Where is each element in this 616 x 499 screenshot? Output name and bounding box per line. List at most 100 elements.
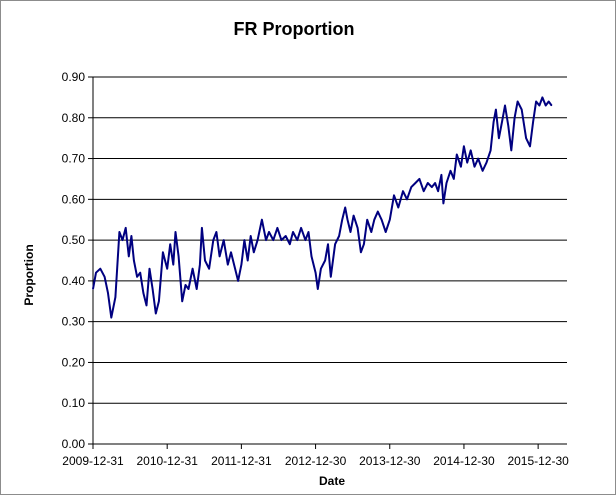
data-point (130, 235, 132, 237)
y-axis-label: Proportion (22, 244, 36, 305)
data-point (338, 235, 340, 237)
data-point (174, 231, 177, 233)
data-point (142, 292, 144, 294)
data-point (460, 166, 462, 168)
data-point (230, 251, 232, 253)
data-point (261, 219, 263, 221)
data-point (128, 255, 130, 257)
data-point (199, 264, 201, 266)
data-point (373, 219, 375, 221)
data-point (268, 231, 270, 233)
data-point (434, 182, 436, 184)
y-axis-ticks: 0.00 0.10 0.20 0.30 0.40 0.50 0.60 0.70 0.80 0.90 (62, 70, 93, 451)
data-point (280, 239, 282, 241)
data-point (414, 182, 416, 184)
data-point (107, 292, 109, 294)
data-point (445, 182, 448, 184)
data-point (184, 284, 187, 286)
y-tick-label: 0.60 (62, 192, 86, 206)
data-point (366, 219, 368, 221)
data-point (169, 243, 171, 245)
data-point (529, 145, 531, 147)
data-point (227, 264, 229, 266)
x-axis-ticks: 2009-12-31 2010-12-31 2011-12-31 2012-12-30… (62, 444, 569, 468)
data-point (406, 198, 408, 200)
data-point (477, 158, 479, 160)
data-point (121, 239, 124, 241)
data-point (410, 186, 412, 188)
data-point (307, 231, 310, 233)
data-point (155, 312, 157, 315)
data-point (393, 194, 395, 196)
data-point (292, 231, 294, 233)
data-point (201, 227, 203, 229)
data-point (99, 268, 101, 270)
y-tick-label: 0.20 (62, 355, 86, 369)
data-point (510, 149, 512, 151)
data-point (208, 268, 210, 270)
data-point (538, 104, 541, 107)
data-point (139, 272, 141, 274)
y-tick-label: 0.30 (62, 315, 86, 329)
data-point (310, 255, 313, 257)
y-tick-label: 0.00 (62, 437, 86, 451)
data-point (507, 125, 509, 127)
x-tick-label: 2015-12-30 (507, 454, 569, 468)
data-point (247, 259, 249, 262)
data-point (95, 272, 97, 274)
data-point (296, 239, 298, 241)
data-point (517, 100, 519, 103)
data-point (152, 288, 154, 290)
data-point (204, 259, 206, 262)
data-point (315, 272, 317, 274)
data-point (172, 264, 174, 266)
data-point (470, 149, 472, 151)
data-point (145, 304, 148, 306)
data-point (181, 300, 183, 302)
data-point (456, 153, 458, 156)
data-point (344, 206, 346, 209)
data-point (92, 288, 94, 290)
data-point (265, 239, 267, 241)
data-point (110, 317, 112, 319)
data-point (114, 296, 116, 298)
x-tick-label: 2013-12-30 (359, 454, 421, 468)
data-point (485, 162, 488, 164)
data-point (234, 268, 236, 270)
data-point (535, 100, 537, 103)
x-tick-label: 2014-12-30 (433, 454, 495, 468)
x-tick-label: 2011-12-31 (211, 454, 272, 468)
data-point (346, 219, 349, 221)
y-tick-label: 0.10 (62, 396, 86, 410)
data-point (551, 104, 553, 107)
data-point (431, 186, 433, 188)
data-point (212, 239, 214, 241)
data-point (385, 231, 387, 233)
data-point (257, 239, 259, 241)
data-point (253, 251, 255, 253)
data-point (402, 190, 404, 192)
data-point (125, 227, 127, 229)
data-point (250, 235, 252, 237)
data-point (440, 174, 442, 176)
chart-title: FR Proportion (234, 19, 355, 39)
data-point (327, 243, 329, 245)
data-point (466, 162, 468, 164)
data-point (363, 243, 365, 245)
data-point (223, 239, 225, 241)
data-point (397, 206, 399, 209)
data-point (133, 259, 135, 262)
data-point (360, 251, 362, 253)
data-point (304, 239, 306, 241)
data-point (463, 145, 465, 147)
data-point (525, 137, 527, 139)
data-point (330, 276, 332, 278)
data-point (158, 300, 160, 302)
data-point (418, 178, 420, 180)
data-point (237, 280, 239, 282)
data-point (427, 182, 429, 184)
data-point (357, 227, 359, 229)
data-point (501, 121, 503, 123)
